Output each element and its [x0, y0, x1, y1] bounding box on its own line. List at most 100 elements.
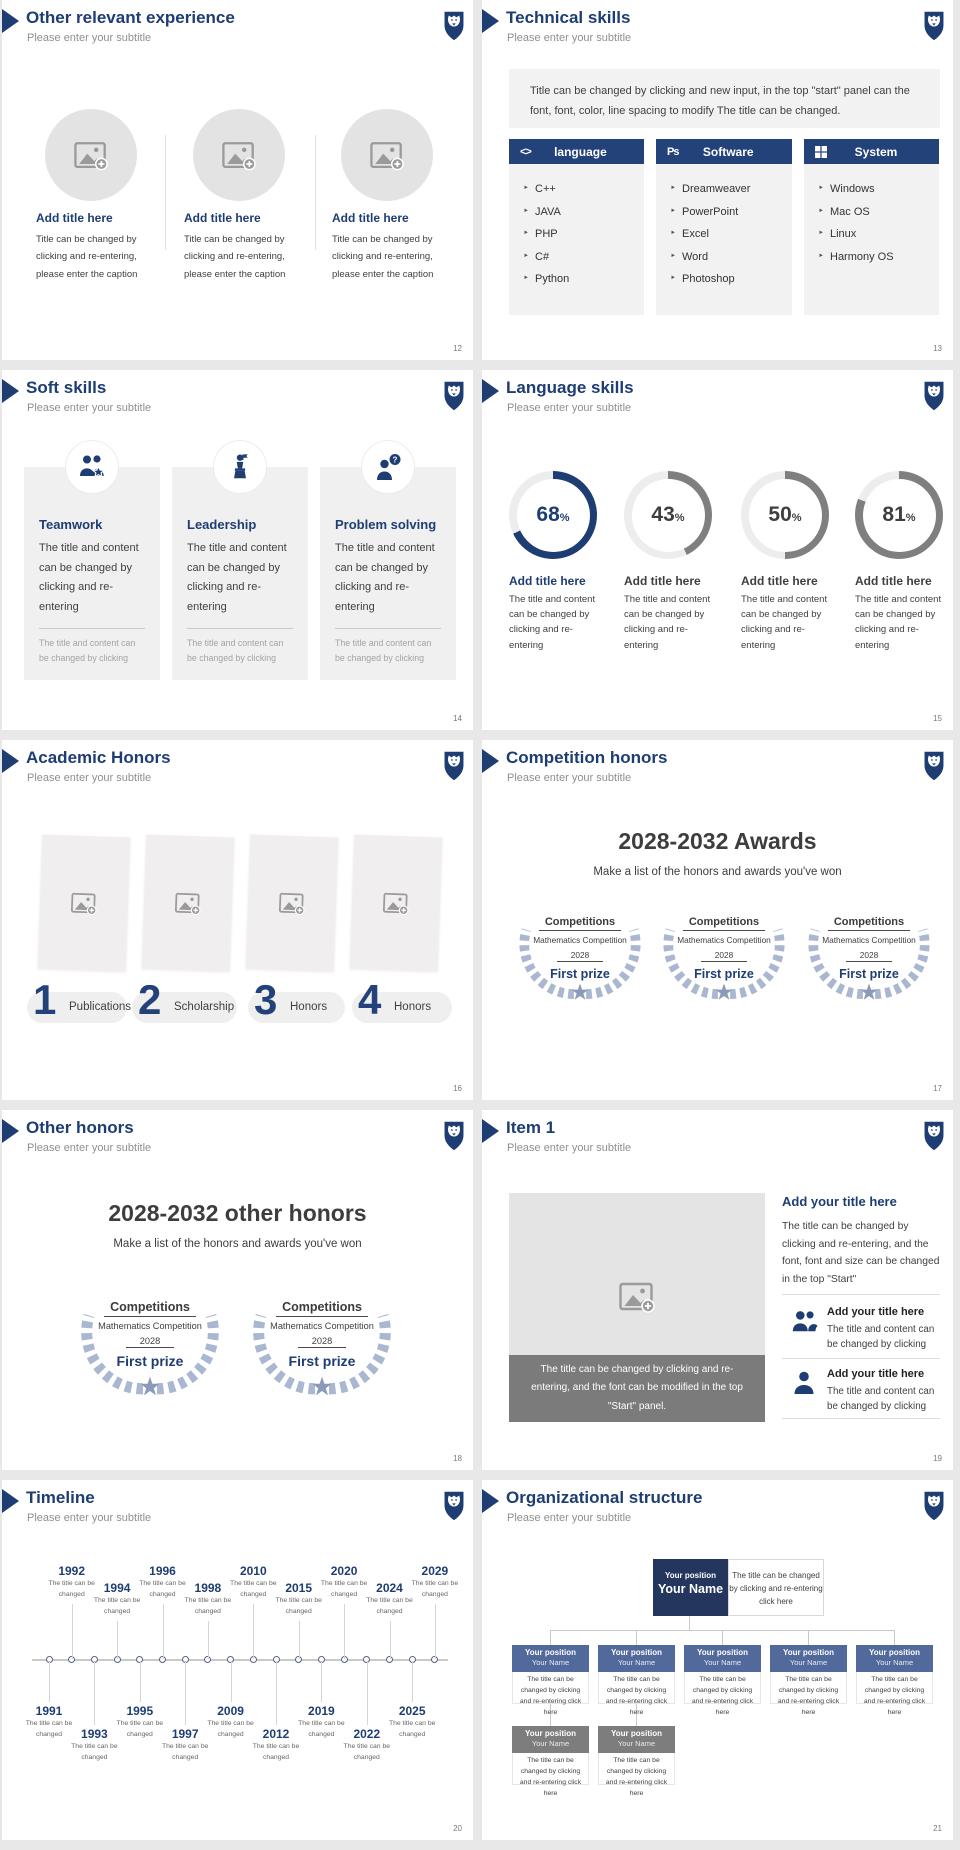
title-arrow-icon [2, 749, 19, 773]
slide-13-technical-skills[interactable]: Technical skills Please enter your subti… [482, 0, 953, 360]
add-image-icon [174, 892, 202, 915]
page-number: 15 [933, 714, 942, 723]
slide-21-organizational-structure[interactable]: Organizational structure Please enter yo… [482, 1480, 953, 1840]
org-root-node[interactable]: Your position Your Name [653, 1559, 728, 1616]
slide-18-other-honors[interactable]: Other honors Please enter your subtitle … [2, 1110, 473, 1470]
timeline-connector [276, 1661, 277, 1725]
slide-16-academic-honors[interactable]: Academic Honors Please enter your subtit… [2, 740, 473, 1100]
soft-skill-card[interactable]: Leadership The title and content can be … [172, 467, 308, 680]
org-node[interactable]: Your position Your Name [512, 1645, 589, 1672]
windows-icon [815, 145, 827, 158]
software-list: Dreamweaver PowerPoint Excel Word Photos… [656, 164, 792, 315]
photo-placeholder[interactable] [141, 834, 235, 972]
language-list: C++ JAVA PHP C# Python [509, 164, 644, 315]
honor-label: Honors [290, 1001, 328, 1013]
slide-subtitle: Please enter your subtitle [27, 402, 152, 414]
org-node-note: The title can be changed by clicking and… [770, 1672, 847, 1716]
soft-skill-card[interactable]: Problem solving The title and content ca… [320, 467, 456, 680]
university-shield-logo [444, 1491, 464, 1521]
image-caption: The title can be changed by clicking and… [509, 1354, 765, 1422]
photo-placeholder[interactable] [245, 834, 339, 972]
university-shield-logo [924, 1121, 944, 1151]
badge-event: Mathematics Competition [270, 1321, 374, 1331]
list-item: Excel [656, 223, 792, 246]
badge-category: Competitions [104, 1300, 196, 1317]
list-item: Harmony OS [804, 246, 939, 269]
timeline-connector [253, 1604, 255, 1659]
list-item: Python [509, 268, 644, 291]
slide-15-language-skills[interactable]: Language skills Please enter your subtit… [482, 370, 953, 730]
slide-title: Item 1 [506, 1118, 556, 1137]
title-arrow-icon [482, 379, 499, 403]
org-node[interactable]: Your position Your Name [856, 1645, 933, 1672]
image-placeholder-circle[interactable] [193, 109, 285, 201]
divider [315, 135, 316, 250]
column-header-software: Ps Software [656, 139, 792, 164]
slide-20-timeline[interactable]: Timeline Please enter your subtitle 20 [2, 1480, 473, 1840]
panel-item-title: Add your title here [827, 1368, 925, 1380]
timeline-connector [230, 1661, 232, 1702]
code-icon: <> [520, 145, 532, 158]
card-title: Problem solving [335, 517, 437, 532]
list-item: Mac OS [804, 201, 939, 224]
image-placeholder[interactable]: The title can be changed by clicking and… [509, 1193, 765, 1422]
card-body: The title and content can be changed by … [39, 542, 139, 613]
award-badge: Competitions Mathematics Competition 202… [75, 1285, 225, 1399]
org-node[interactable]: Your position Your Name [770, 1645, 847, 1672]
divider [782, 1418, 940, 1419]
honor-number: 3 [254, 976, 278, 1023]
badge-prize: First prize [288, 1353, 356, 1369]
soft-skill-card[interactable]: Teamwork The title and content can be ch… [24, 467, 160, 680]
photo-placeholder[interactable] [37, 834, 131, 972]
slide-19-item-1[interactable]: Item 1 Please enter your subtitle 19 The… [482, 1110, 953, 1470]
award-badge: Competitions Mathematics Competition 202… [658, 903, 790, 1003]
timeline-connector [434, 1604, 436, 1659]
list-item: Dreamweaver [656, 178, 792, 201]
honor-item: 1 Publications [27, 979, 132, 1023]
timeline-event: 1992 The title can be changed [48, 1564, 95, 1598]
donut-gauge: 43% [624, 471, 712, 559]
title-arrow-icon [482, 1119, 499, 1143]
column-header-language: <> language [509, 139, 644, 164]
timeline-event: 1996 The title can be changed [139, 1564, 186, 1598]
slide-14-soft-skills[interactable]: Soft skills Please enter your subtitle 1… [2, 370, 473, 730]
badge-category: Competitions [827, 916, 911, 931]
org-node-assistant[interactable]: Your position Your Name [512, 1726, 589, 1753]
org-node[interactable]: Your position Your Name [598, 1645, 675, 1672]
badge-prize: First prize [839, 967, 899, 981]
badge-prize: First prize [550, 967, 610, 981]
page-number: 20 [453, 1824, 462, 1833]
org-connector [894, 1630, 895, 1645]
honor-label: Publications [69, 1001, 132, 1013]
system-list: Windows Mac OS Linux Harmony OS [804, 164, 939, 315]
photo-placeholder[interactable] [349, 834, 443, 972]
slide-17-competition-honors[interactable]: Competition honors Please enter your sub… [482, 740, 953, 1100]
timeline-connector [162, 1604, 164, 1659]
timeline-connector [139, 1661, 141, 1702]
university-shield-logo [444, 1121, 464, 1151]
slide-12-other-relevant-experience[interactable]: Other relevant experience Please enter y… [2, 0, 473, 360]
slide-title: Timeline [26, 1488, 95, 1507]
page-number: 16 [453, 1084, 462, 1093]
org-node-note: The title can be changed by clicking and… [512, 1672, 589, 1716]
donut-gauge: 81% [855, 471, 943, 559]
page-number: 18 [453, 1454, 462, 1463]
add-image-icon [278, 892, 306, 915]
svg-text:?: ? [393, 455, 398, 464]
org-connector [636, 1704, 637, 1726]
org-node[interactable]: Your position Your Name [684, 1645, 761, 1672]
divider [335, 628, 441, 630]
image-placeholder-circle[interactable] [341, 109, 433, 201]
image-placeholder-circle[interactable] [45, 109, 137, 201]
item-caption: Title can be changed by clicking and re-… [36, 234, 138, 280]
org-connector [550, 1630, 551, 1645]
badge-year: 2028 [556, 950, 604, 962]
org-node-assistant[interactable]: Your position Your Name [598, 1726, 675, 1753]
timeline-connector [49, 1661, 50, 1702]
list-item: PHP [509, 223, 644, 246]
icon-circle [213, 440, 267, 494]
donut-gauge: 68% [509, 471, 597, 559]
gauge-value: 81% [882, 503, 916, 526]
slide-subtitle: Please enter your subtitle [27, 1512, 152, 1524]
